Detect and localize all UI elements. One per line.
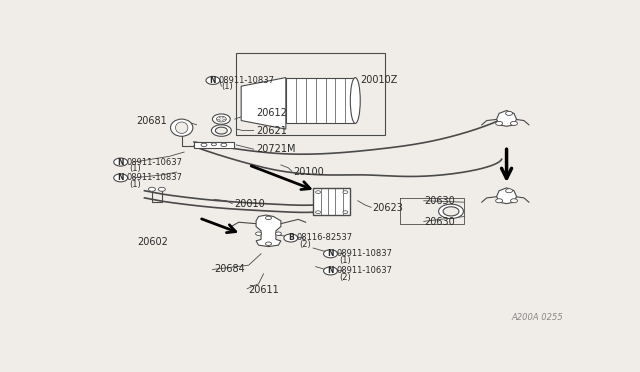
Text: (2): (2) (339, 273, 351, 282)
Circle shape (266, 216, 271, 219)
Text: 20611: 20611 (249, 285, 280, 295)
Circle shape (343, 211, 348, 214)
Text: 20602: 20602 (137, 237, 168, 247)
Text: A200A 0255: A200A 0255 (512, 314, 564, 323)
Circle shape (316, 211, 321, 214)
Text: 08911-10837: 08911-10837 (127, 173, 182, 182)
Text: 20100: 20100 (293, 167, 324, 177)
Text: 08116-82537: 08116-82537 (297, 234, 353, 243)
Circle shape (324, 267, 337, 275)
Text: (1): (1) (339, 256, 351, 264)
Circle shape (266, 242, 271, 246)
Circle shape (316, 191, 321, 193)
Circle shape (275, 232, 282, 235)
Bar (236, 53, 385, 135)
Circle shape (506, 189, 513, 193)
Text: 20623: 20623 (372, 203, 403, 213)
Circle shape (201, 143, 207, 147)
Circle shape (255, 232, 262, 235)
Ellipse shape (175, 122, 188, 134)
Polygon shape (497, 188, 516, 203)
Circle shape (158, 187, 165, 191)
Text: N: N (117, 173, 124, 182)
Text: 20684: 20684 (214, 264, 244, 275)
Circle shape (211, 143, 216, 146)
Polygon shape (256, 215, 281, 247)
Text: (2): (2) (300, 240, 311, 249)
Text: N: N (327, 249, 333, 258)
Circle shape (506, 111, 513, 115)
Circle shape (206, 76, 220, 84)
Text: 20630: 20630 (425, 196, 456, 206)
Text: B: B (288, 234, 294, 243)
Circle shape (343, 191, 348, 193)
Circle shape (284, 234, 298, 242)
Circle shape (511, 199, 518, 203)
Circle shape (495, 199, 502, 203)
Circle shape (216, 116, 227, 122)
Circle shape (324, 250, 337, 258)
Circle shape (212, 114, 230, 124)
Text: N: N (117, 158, 124, 167)
Text: 20010: 20010 (234, 199, 264, 209)
Circle shape (114, 158, 127, 166)
Ellipse shape (170, 119, 193, 136)
Text: (1): (1) (129, 180, 141, 189)
Text: 08911-10637: 08911-10637 (127, 158, 182, 167)
Text: 20010Z: 20010Z (360, 76, 397, 86)
Text: 08911-10637: 08911-10637 (337, 266, 392, 275)
Polygon shape (241, 78, 286, 129)
Polygon shape (497, 110, 516, 126)
Circle shape (495, 121, 502, 125)
Text: 08911-10837: 08911-10837 (219, 76, 275, 85)
Text: N: N (327, 266, 333, 275)
Text: (1): (1) (221, 82, 233, 91)
Text: 20681: 20681 (136, 116, 167, 125)
Bar (286, 78, 355, 124)
Circle shape (148, 187, 156, 191)
Text: 20721M: 20721M (256, 144, 296, 154)
Text: (1): (1) (129, 164, 141, 173)
Text: N: N (210, 76, 216, 85)
Text: 08911-10837: 08911-10837 (337, 249, 392, 258)
Text: 20612: 20612 (256, 108, 287, 118)
Polygon shape (194, 142, 234, 148)
Bar (313, 188, 350, 215)
Text: 20621: 20621 (256, 126, 287, 135)
Circle shape (221, 143, 227, 147)
Circle shape (114, 174, 127, 182)
Text: 20630: 20630 (425, 217, 456, 227)
Circle shape (511, 121, 518, 125)
Ellipse shape (350, 78, 360, 124)
